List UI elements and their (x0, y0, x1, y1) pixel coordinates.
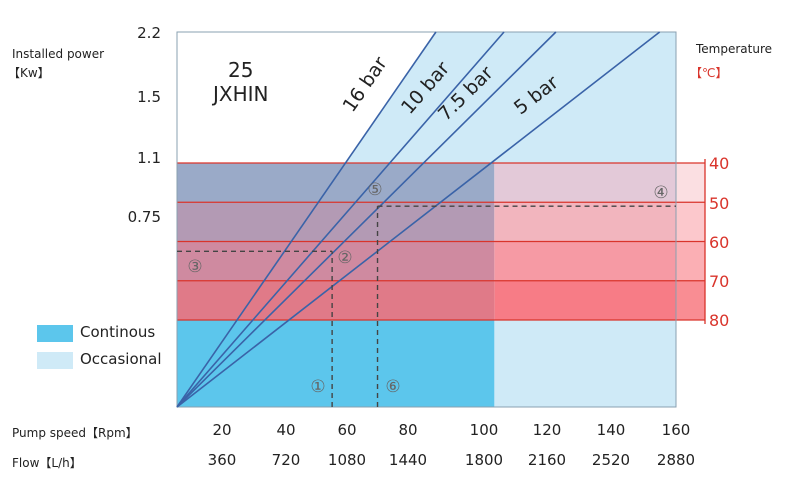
flow-tick: 360 (207, 451, 237, 469)
speed-tick: 120 (532, 421, 562, 439)
temperature-band (676, 163, 705, 203)
annotation-marker: ⑥ (385, 377, 400, 397)
legend-label-occasional: Occasional (80, 350, 162, 368)
plot-frame (176, 31, 677, 408)
flow-tick: 1800 (464, 451, 504, 469)
flow-tick: 2160 (527, 451, 567, 469)
speed-tick: 20 (212, 421, 232, 439)
speed-tick: 80 (398, 421, 418, 439)
temp-tick: 40 (709, 154, 730, 173)
pressure-line (176, 31, 437, 408)
y-tick: 2.2 (137, 24, 161, 42)
temperature-band (676, 280, 705, 320)
flow-tick: 2880 (656, 451, 696, 469)
continuous-region (177, 320, 495, 407)
temperature-band (494, 280, 676, 320)
temp-tick: 80 (709, 311, 730, 330)
annotation-marker: ② (337, 248, 352, 268)
temperature-band (494, 241, 676, 281)
flow-tick: 720 (271, 451, 301, 469)
speed-tick: 60 (337, 421, 357, 439)
y-axis-unit: 【Kw】 (8, 66, 50, 80)
legend-swatch-continuous (37, 325, 73, 342)
y-tick: 0.75 (127, 208, 161, 226)
pressure-line (176, 31, 661, 408)
pressure-line (176, 31, 557, 408)
temp-tick: 60 (709, 233, 730, 252)
annotation-marker: ③ (187, 257, 202, 277)
x-axis-label-flow: Flow【L/h】 (12, 456, 82, 470)
annotation-marker: ① (310, 377, 325, 397)
temp-tick: 70 (709, 272, 730, 291)
speed-tick: 160 (661, 421, 691, 439)
flow-tick: 2520 (591, 451, 631, 469)
speed-tick: 140 (596, 421, 626, 439)
temperature-band (494, 202, 676, 242)
legend-label-continuous: Continous (80, 323, 156, 341)
pressure-line (176, 31, 505, 408)
temperature-band (494, 163, 676, 203)
speed-tick: 100 (469, 421, 499, 439)
temperature-band (676, 241, 705, 281)
y-tick: 1.5 (137, 88, 161, 106)
y-axis-label: Installed power (12, 47, 105, 61)
temperature-band (177, 202, 495, 242)
model-number: 25 (228, 58, 254, 82)
y-tick: 1.1 (137, 149, 161, 167)
legend-swatch-occasional (37, 352, 73, 369)
temp-tick: 50 (709, 194, 730, 213)
annotation-marker: ④ (653, 183, 668, 203)
temperature-band (676, 202, 705, 242)
annotation-marker: ⑤ (367, 180, 382, 200)
model-name: JXHIN (213, 82, 269, 106)
y2-axis-unit: 【℃】 (690, 66, 728, 80)
speed-tick: 40 (276, 421, 296, 439)
y2-axis-label: Temperature (696, 42, 773, 56)
temperature-band (177, 241, 495, 281)
x-axis-label-speed: Pump speed【Rpm】 (12, 426, 138, 440)
temperature-band (177, 280, 495, 320)
flow-tick: 1080 (327, 451, 367, 469)
temperature-band (177, 163, 495, 203)
flow-tick: 1440 (388, 451, 428, 469)
